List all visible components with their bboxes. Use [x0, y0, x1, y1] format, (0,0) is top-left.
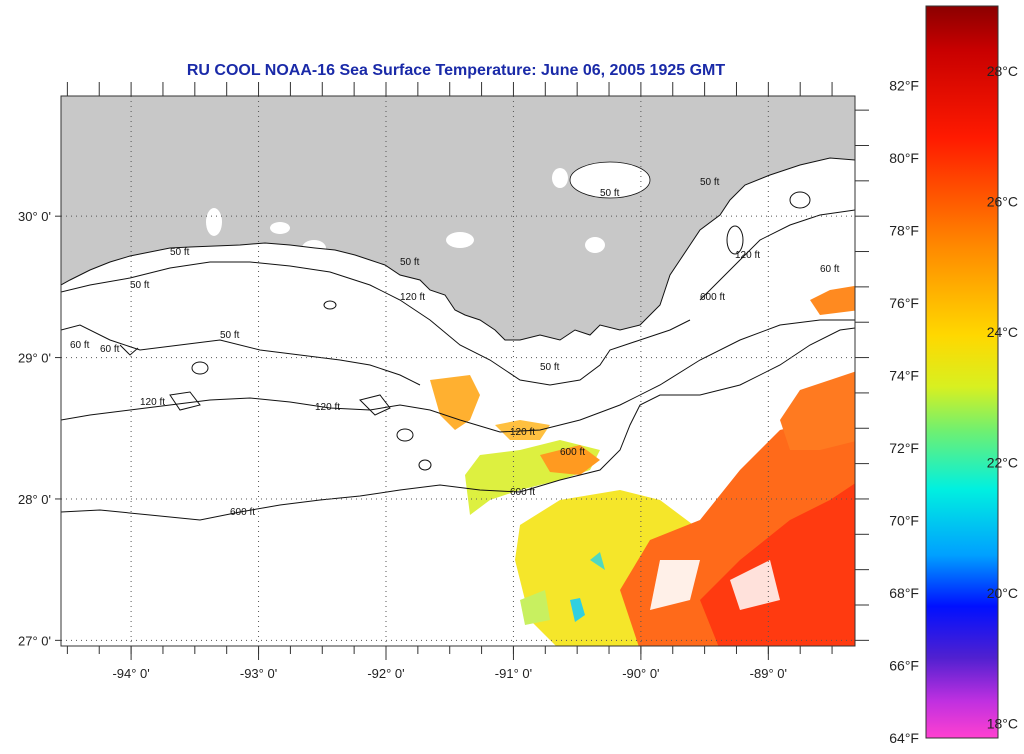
contour-label: 120 ft — [400, 292, 425, 303]
colorbar-f-label: 82°F — [889, 78, 919, 94]
contour-120ft — [61, 319, 855, 433]
lat-tick-label: 28° 0' — [18, 492, 51, 507]
contour-label: 60 ft — [100, 344, 120, 355]
lon-tick-label: -92° 0' — [367, 666, 404, 681]
colorbar-c-label: 28°C — [987, 63, 1018, 79]
colorbar-f-label: 78°F — [889, 223, 919, 239]
contour-50ft-east — [699, 209, 855, 301]
map-frame — [60, 95, 856, 647]
colorbar-fahrenheit-labels: 82°F 80°F 78°F 76°F 74°F 72°F 70°F 68°F 66°F 64°F — [889, 78, 919, 746]
contour-label: 50 ft — [400, 257, 420, 268]
contour-label: 600 ft — [510, 487, 535, 498]
colorbar-c-label: 24°C — [987, 324, 1018, 340]
lake — [270, 222, 290, 234]
contour-60ft — [61, 324, 421, 386]
contour-label: 50 ft — [540, 362, 560, 373]
contour-label: 600 ft — [700, 292, 725, 303]
contour-label: 120 ft — [315, 402, 340, 413]
contour-label: 120 ft — [735, 250, 760, 261]
lat-tick-label: 27° 0' — [18, 633, 51, 648]
latitude-axis: 30° 0' 29° 0' 28° 0' 27° 0' — [18, 109, 869, 648]
contour-label: 50 ft — [130, 280, 150, 291]
lake — [206, 208, 222, 236]
colorbar-f-label: 76°F — [889, 295, 919, 311]
colorbar-f-label: 80°F — [889, 150, 919, 166]
colorbar-c-label: 22°C — [987, 455, 1018, 471]
contour-label: 60 ft — [820, 264, 840, 275]
lat-tick-label: 30° 0' — [18, 209, 51, 224]
colorbar-c-label: 20°C — [987, 585, 1018, 601]
lake — [585, 237, 605, 253]
contour-label: 50 ft — [220, 330, 240, 341]
colorbar — [925, 5, 999, 739]
colorbar-f-label: 70°F — [889, 513, 919, 529]
lon-tick-label: -91° 0' — [495, 666, 532, 681]
contour-label: 50 ft — [170, 247, 190, 258]
colorbar-c-label: 18°C — [987, 716, 1018, 732]
colorbar-f-label: 72°F — [889, 440, 919, 456]
contour-50ft — [61, 261, 691, 386]
land-area — [61, 96, 855, 340]
map-grid — [61, 96, 855, 646]
contour-labels: 50 ft 50 ft 50 ft 50 ft 50 ft 50 ft 50 ft 60 ft… — [70, 177, 840, 518]
lat-tick-label: 29° 0' — [18, 351, 51, 366]
contour-label: 120 ft — [510, 427, 535, 438]
colorbar-f-label: 64°F — [889, 730, 919, 746]
sst-imagery — [430, 285, 855, 646]
contour-label: 60 ft — [70, 340, 90, 351]
lon-tick-label: -93° 0' — [240, 666, 277, 681]
colorbar-f-label: 68°F — [889, 585, 919, 601]
bathymetry-contours — [61, 191, 855, 521]
lake-pontchartrain — [569, 161, 651, 199]
contour-label: 50 ft — [700, 177, 720, 188]
lake — [552, 168, 568, 188]
colorbar-f-label: 66°F — [889, 658, 919, 674]
longitude-axis: -94° 0' -93° 0' -92° 0' -91° 0' -90° 0' -89° … — [66, 82, 833, 681]
contour-label: 50 ft — [600, 188, 620, 199]
lon-tick-label: -90° 0' — [622, 666, 659, 681]
colorbar-celsius-labels: 28°C 26°C 24°C 22°C 20°C 18°C — [987, 63, 1018, 731]
lon-tick-label: -94° 0' — [112, 666, 149, 681]
contour-label: 120 ft — [140, 397, 165, 408]
map-title: RU COOL NOAA-16 Sea Surface Temperature:… — [186, 62, 726, 79]
contour-label: 600 ft — [230, 507, 255, 518]
contour-600ft — [61, 327, 855, 521]
lon-tick-label: -89° 0' — [750, 666, 787, 681]
colorbar-c-label: 26°C — [987, 194, 1018, 210]
colorbar-f-label: 74°F — [889, 368, 919, 384]
lake — [446, 232, 474, 248]
contour-label: 600 ft — [560, 447, 585, 458]
